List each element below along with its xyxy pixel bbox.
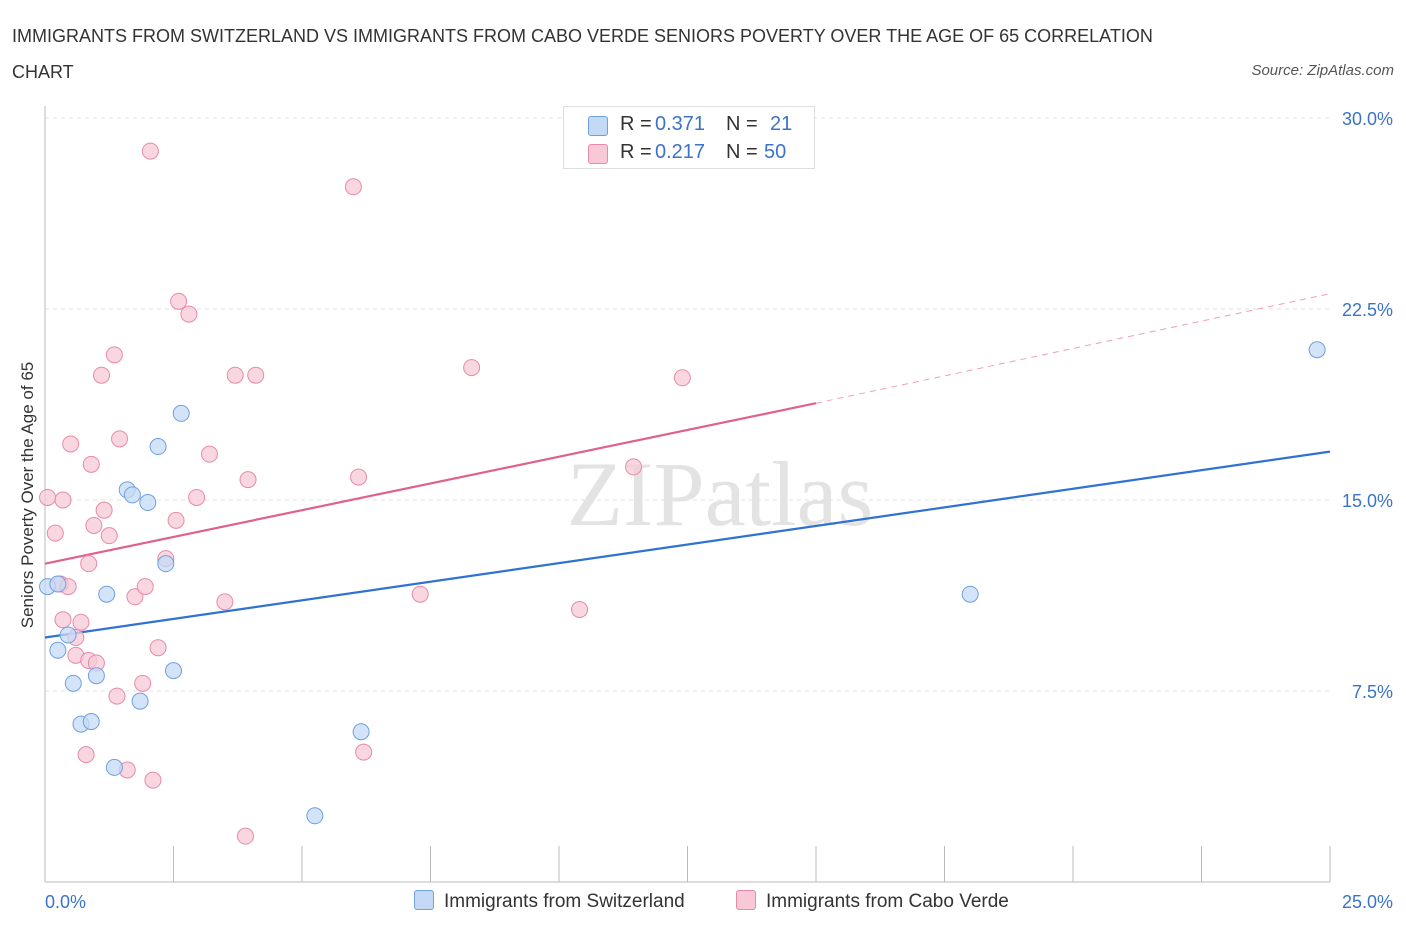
trend-lines: [44, 293, 1331, 639]
gridlines: [45, 117, 1330, 692]
data-point-switzerland: [59, 626, 77, 644]
chart-source: Source: ZipAtlas.com: [1251, 62, 1394, 79]
stats-r-value: 0.371: [655, 113, 706, 135]
data-point-switzerland: [352, 723, 370, 741]
stats-legend: R = 0.371 N = 21 R = 0.217 N = 50: [563, 106, 815, 169]
data-point-switzerland: [49, 641, 67, 659]
data-point-cabo-verde: [411, 585, 429, 603]
stats-r-label: R =: [620, 141, 652, 163]
y-tick-label: 30.0%: [1342, 109, 1393, 129]
data-point-cabo-verde: [144, 771, 162, 789]
data-point-switzerland: [64, 674, 82, 692]
data-point-cabo-verde: [82, 455, 100, 473]
data-point-switzerland: [961, 585, 979, 603]
data-point-cabo-verde: [141, 142, 159, 160]
data-point-cabo-verde: [355, 743, 373, 761]
data-point-switzerland: [131, 692, 149, 710]
data-point-cabo-verde: [167, 511, 185, 529]
data-point-switzerland: [49, 575, 67, 593]
data-point-cabo-verde: [72, 613, 90, 631]
data-point-cabo-verde: [46, 524, 64, 542]
stats-n-value: 21: [770, 113, 793, 135]
data-point-cabo-verde: [673, 369, 691, 387]
data-point-cabo-verde: [100, 527, 118, 545]
stats-n-value: 50: [764, 141, 787, 163]
data-point-switzerland: [123, 486, 141, 504]
data-point-cabo-verde: [571, 601, 589, 619]
data-point-cabo-verde: [350, 468, 368, 486]
legend-swatch-switzerland: [588, 116, 608, 136]
data-point-switzerland: [105, 758, 123, 776]
legend-item-switzerland: Immigrants from Switzerland: [414, 890, 685, 913]
trend-line-switzerland: [44, 450, 1331, 639]
x-tick-label: 0.0%: [45, 892, 86, 912]
data-point-cabo-verde: [239, 471, 257, 489]
data-point-switzerland: [165, 662, 182, 680]
legend-label-cabo-verde: Immigrants from Cabo Verde: [766, 891, 1009, 912]
legend-swatch-cabo-verde: [736, 890, 756, 910]
data-point-cabo-verde: [62, 435, 80, 453]
chart-title: IMMIGRANTS FROM SWITZERLAND VS IMMIGRANT…: [12, 26, 1153, 82]
data-point-switzerland: [82, 713, 100, 731]
data-point-cabo-verde: [126, 588, 144, 606]
data-point-cabo-verde: [105, 346, 123, 364]
data-point-cabo-verde: [180, 305, 198, 323]
data-point-cabo-verde: [226, 366, 244, 384]
data-point-switzerland: [1308, 341, 1326, 359]
data-point-cabo-verde: [111, 430, 129, 448]
data-point-cabo-verde: [216, 593, 234, 611]
data-point-cabo-verde: [344, 178, 362, 196]
stats-r-value: 0.217: [655, 141, 706, 163]
data-point-cabo-verde: [108, 687, 126, 705]
data-point-cabo-verde: [170, 292, 188, 310]
data-point-cabo-verde: [77, 746, 95, 764]
stats-n-label: N =: [726, 113, 758, 135]
y-tick-label: 15.0%: [1342, 491, 1393, 511]
watermark: ZIPatlas: [567, 443, 874, 545]
data-point-cabo-verde: [93, 366, 111, 384]
x-tick-label: 25.0%: [1342, 892, 1393, 912]
data-point-switzerland: [157, 555, 175, 573]
trend-line-cabo-verde: [44, 402, 817, 565]
data-point-switzerland: [87, 667, 105, 685]
data-point-switzerland: [172, 404, 190, 422]
data-point-cabo-verde: [136, 578, 154, 596]
tick-labels: 7.5% 15.0% 22.5% 30.0% 0.0% 25.0%: [45, 109, 1393, 912]
trend-line-extension: [815, 293, 1331, 404]
data-point-cabo-verde: [134, 674, 152, 692]
data-point-switzerland: [149, 438, 167, 456]
data-point-cabo-verde: [200, 445, 218, 463]
data-point-cabo-verde: [236, 827, 254, 845]
data-point-cabo-verde: [95, 501, 113, 519]
stats-n-label: N =: [726, 141, 758, 163]
data-points: [39, 142, 1326, 845]
data-point-cabo-verde: [463, 359, 481, 377]
data-point-switzerland: [98, 585, 116, 603]
data-point-switzerland: [139, 494, 157, 512]
data-point-cabo-verde: [39, 488, 57, 506]
data-point-switzerland: [306, 807, 324, 825]
data-point-cabo-verde: [188, 488, 206, 506]
y-tick-label: 22.5%: [1342, 300, 1393, 320]
data-point-cabo-verde: [625, 458, 643, 476]
y-tick-label: 7.5%: [1352, 682, 1393, 702]
data-point-cabo-verde: [85, 516, 103, 534]
data-point-cabo-verde: [149, 639, 167, 657]
legend-swatch-switzerland: [414, 890, 434, 910]
data-point-cabo-verde: [54, 611, 72, 629]
legend-label-switzerland: Immigrants from Switzerland: [444, 891, 685, 912]
legend-item-cabo-verde: Immigrants from Cabo Verde: [736, 890, 1009, 913]
data-point-cabo-verde: [54, 491, 72, 509]
legend-swatch-cabo-verde: [588, 144, 608, 164]
data-point-cabo-verde: [247, 366, 265, 384]
stats-r-label: R =: [620, 113, 652, 135]
data-point-cabo-verde: [80, 555, 98, 573]
